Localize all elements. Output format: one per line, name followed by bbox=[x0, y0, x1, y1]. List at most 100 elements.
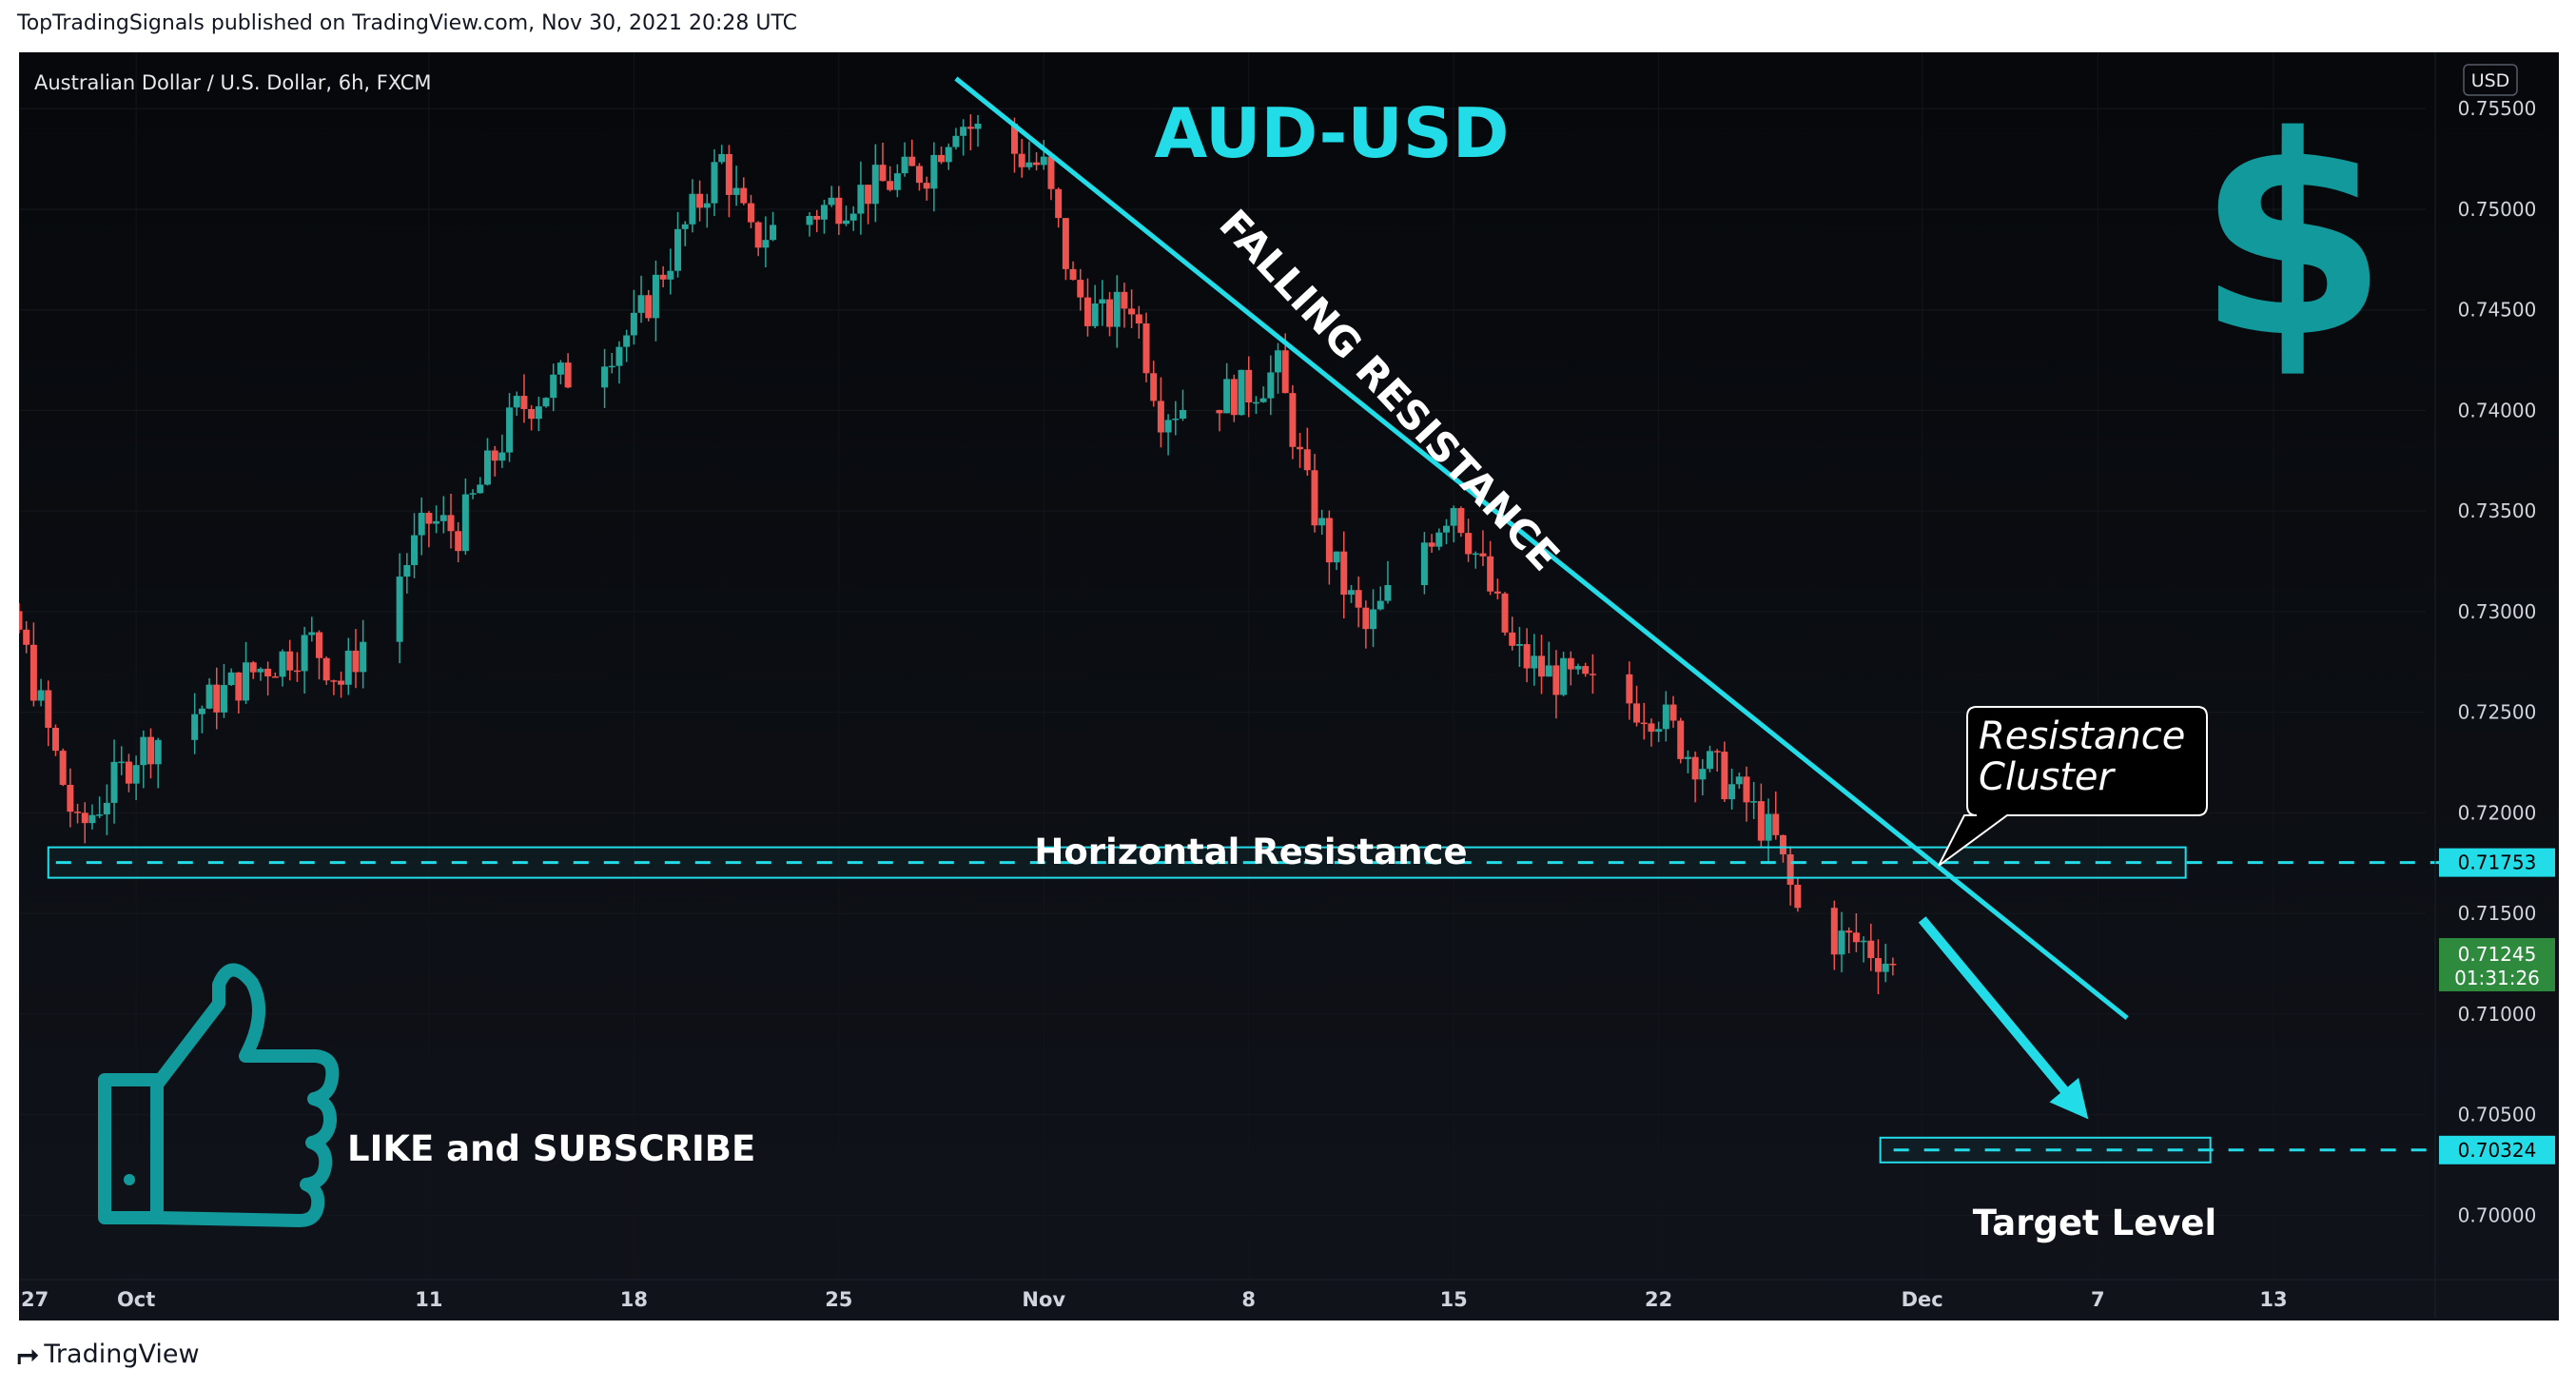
candle-body bbox=[843, 220, 850, 225]
candle-body bbox=[396, 577, 403, 642]
symbol-title: Australian Dollar / U.S. Dollar, 6h, FXC… bbox=[34, 71, 432, 94]
candle-body bbox=[1757, 801, 1765, 841]
candle-body bbox=[477, 484, 484, 494]
candle-body bbox=[828, 197, 835, 205]
candle-body bbox=[96, 814, 104, 816]
candle-body bbox=[418, 513, 425, 536]
candle-body bbox=[667, 270, 674, 280]
candle-body bbox=[1479, 553, 1487, 557]
candle-body bbox=[1713, 751, 1721, 753]
candle-body bbox=[1735, 776, 1743, 785]
candle-body bbox=[1128, 308, 1136, 315]
candle-body bbox=[754, 222, 762, 248]
horizontal-resistance-label: Horizontal Resistance bbox=[1034, 831, 1467, 872]
candle-body bbox=[952, 135, 960, 147]
candle-body bbox=[1538, 655, 1546, 677]
candle-body bbox=[923, 183, 930, 189]
candle-body bbox=[601, 366, 609, 388]
candle-body bbox=[1025, 162, 1033, 167]
candle-body bbox=[198, 708, 205, 714]
candle-body bbox=[1545, 665, 1552, 677]
chart-frame[interactable]: 0.75500 0.75000 0.74500 0.74000 0.73500 0.730… bbox=[19, 52, 2559, 1321]
candle-body bbox=[1794, 884, 1802, 909]
candle-body bbox=[1560, 657, 1568, 695]
svg-text:0.71753: 0.71753 bbox=[2458, 851, 2537, 874]
candle-body bbox=[711, 162, 718, 204]
price-tick-label: 0.73500 bbox=[2458, 499, 2537, 522]
candle-body bbox=[1487, 556, 1494, 592]
candle-body bbox=[220, 685, 227, 713]
target-price-label: 0.70324 bbox=[2439, 1135, 2555, 1164]
candle-body bbox=[887, 181, 894, 190]
currency-button[interactable]: USD bbox=[2471, 70, 2510, 91]
candle-body bbox=[564, 362, 572, 388]
candle-body bbox=[1889, 963, 1897, 966]
candlestick-chart[interactable]: 0.75500 0.75000 0.74500 0.74000 0.73500 0.730… bbox=[19, 52, 2559, 1321]
candle-body bbox=[1018, 153, 1025, 167]
candle-body bbox=[338, 680, 345, 685]
time-tick-label: 27 bbox=[21, 1288, 49, 1311]
candle-body bbox=[1567, 657, 1574, 670]
candle-body bbox=[1083, 297, 1091, 326]
candle-body bbox=[1179, 409, 1186, 419]
price-tick-label: 0.71000 bbox=[2458, 1003, 2537, 1026]
time-tick-label: Oct bbox=[117, 1288, 155, 1311]
candle-body bbox=[1318, 518, 1326, 526]
candle-body bbox=[1677, 720, 1685, 759]
candle-body bbox=[1450, 508, 1457, 526]
publisher-header: TopTradingSignals published on TradingVi… bbox=[17, 11, 798, 35]
candle-body bbox=[1238, 369, 1245, 416]
candle-body bbox=[1047, 156, 1055, 189]
resistance-price-label: 0.71753 bbox=[2439, 848, 2555, 877]
candle-body bbox=[908, 156, 916, 166]
candle-body bbox=[696, 193, 704, 208]
time-axis[interactable]: 27 Oct 11 18 25 Nov 8 15 22 Dec 7 13 bbox=[19, 1279, 2559, 1311]
candle-body bbox=[447, 515, 455, 532]
candle-body bbox=[110, 761, 118, 803]
candle-body bbox=[308, 632, 316, 636]
time-tick-label: 7 bbox=[2091, 1288, 2105, 1311]
candle-body bbox=[264, 668, 272, 676]
candle-body bbox=[1164, 420, 1172, 433]
candle-body bbox=[1325, 518, 1333, 563]
price-axis[interactable]: 0.75500 0.75000 0.74500 0.74000 0.73500 0.730… bbox=[2434, 52, 2537, 1318]
candle-body bbox=[1150, 373, 1158, 401]
candle-body bbox=[1099, 299, 1106, 303]
candle-body bbox=[1743, 776, 1750, 803]
candle-body bbox=[103, 802, 110, 815]
candle-body bbox=[1333, 551, 1340, 563]
price-tick-label: 0.70500 bbox=[2458, 1104, 2537, 1126]
candle-body bbox=[725, 153, 732, 195]
candle-body bbox=[1289, 393, 1297, 447]
candle-body bbox=[191, 714, 199, 740]
candle-body bbox=[74, 812, 82, 813]
candle-body bbox=[1728, 784, 1736, 800]
candle-body bbox=[1633, 703, 1641, 723]
candle-body bbox=[1845, 930, 1853, 933]
candle-body bbox=[125, 761, 132, 784]
candle-body bbox=[439, 515, 447, 521]
target-level-label: Target Level bbox=[1973, 1203, 2216, 1243]
time-tick-label: 8 bbox=[1241, 1288, 1256, 1311]
pair-title: AUD-USD bbox=[1154, 93, 1509, 173]
candle-body bbox=[491, 450, 498, 461]
time-tick-label: Nov bbox=[1022, 1288, 1065, 1311]
svg-text:0.71245: 0.71245 bbox=[2458, 943, 2537, 966]
candle-body bbox=[249, 662, 257, 673]
time-tick-label: Dec bbox=[1902, 1288, 1943, 1311]
candle-body bbox=[315, 632, 322, 658]
candle-body bbox=[1362, 607, 1370, 630]
candle-body bbox=[1721, 752, 1728, 800]
candle-body bbox=[623, 335, 631, 347]
tradingview-logo[interactable]: ⮣ TradingView bbox=[17, 1338, 200, 1370]
candle-body bbox=[132, 765, 140, 784]
currency-button-frame[interactable] bbox=[2463, 64, 2518, 96]
candle-body bbox=[205, 684, 213, 709]
candle-body bbox=[1370, 609, 1377, 630]
candle-body bbox=[806, 215, 813, 225]
candle-body bbox=[1589, 674, 1596, 675]
candle-body bbox=[257, 668, 264, 673]
candle-body bbox=[67, 784, 74, 812]
candle-body bbox=[520, 396, 528, 409]
candle-body bbox=[1106, 299, 1114, 327]
